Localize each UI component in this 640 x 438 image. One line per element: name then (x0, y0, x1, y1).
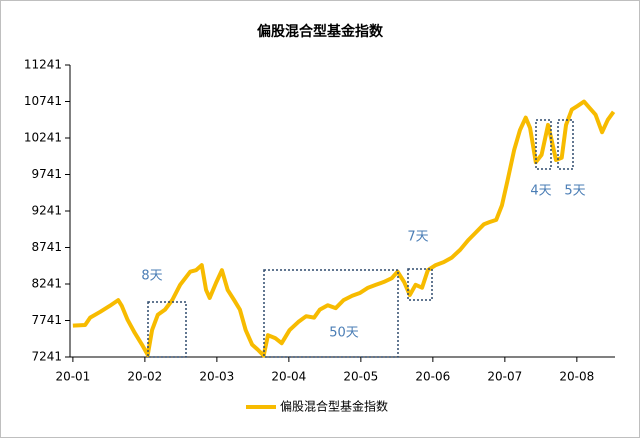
y-tick-label: 7741 (31, 313, 62, 327)
y-tick-label: 10241 (24, 131, 62, 145)
annotation-label: 5天 (564, 184, 585, 199)
x-tick-label: 20-06 (415, 370, 450, 384)
x-tick-label: 20-01 (55, 370, 90, 384)
legend-label: 偏股混合型基金指数 (280, 399, 388, 414)
x-tick-label: 20-03 (199, 370, 234, 384)
y-tick-label: 7241 (31, 350, 62, 364)
x-tick-label: 20-02 (127, 370, 162, 384)
annotation-label: 4天 (530, 184, 551, 199)
x-tick-label: 20-05 (343, 370, 378, 384)
x-tick-label: 20-07 (487, 370, 522, 384)
x-tick-label: 20-08 (559, 370, 594, 384)
annotation-label: 8天 (141, 269, 162, 284)
y-tick-label: 8241 (31, 277, 62, 291)
y-tick-label: 11241 (24, 58, 62, 72)
chart-title: 偏股混合型基金指数 (257, 23, 384, 40)
annotation-box (263, 269, 399, 358)
y-tick-label: 8741 (31, 240, 62, 254)
y-tick-label: 9241 (31, 204, 62, 218)
annotation-label: 50天 (329, 326, 359, 341)
line-series (72, 99, 616, 358)
y-tick-label: 10741 (24, 94, 62, 108)
annotation-box (407, 268, 433, 301)
annotation-box (147, 301, 187, 358)
y-tick-label: 9741 (31, 167, 62, 181)
annotation-label: 7天 (407, 230, 428, 245)
x-tick-label: 20-04 (271, 370, 306, 384)
